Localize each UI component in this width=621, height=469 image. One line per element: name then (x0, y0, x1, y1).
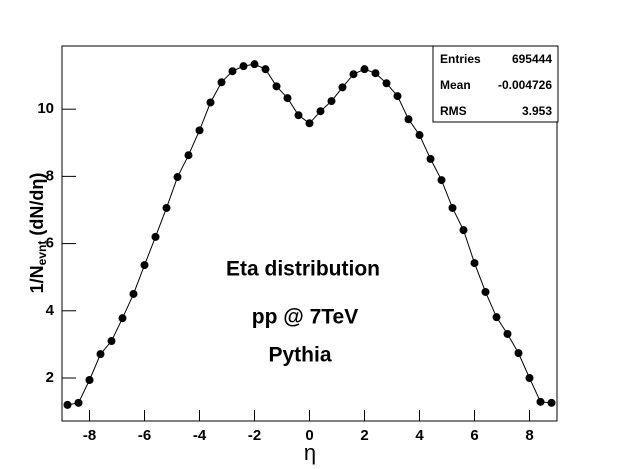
y-tick-label: 2 (46, 369, 54, 386)
marker (140, 261, 149, 270)
stats-value: 3.953 (522, 104, 552, 118)
marker (118, 314, 127, 323)
annotation: Eta distribution (226, 258, 380, 281)
marker (349, 70, 358, 79)
stats-value: -0.004726 (498, 78, 552, 92)
x-tick-label: 6 (470, 427, 478, 444)
marker (206, 98, 215, 107)
marker (239, 62, 248, 71)
x-axis-label: η (304, 440, 316, 465)
y-tick-label: 4 (46, 302, 55, 319)
marker (250, 60, 259, 69)
stats-label: Entries (440, 52, 481, 66)
marker (272, 82, 281, 91)
marker (437, 176, 446, 185)
marker (514, 349, 523, 358)
marker (294, 111, 303, 120)
stats-label: RMS (440, 104, 467, 118)
marker (96, 350, 105, 359)
y-tick-label: 6 (46, 235, 54, 252)
marker (74, 398, 83, 407)
x-tick-label: -8 (83, 427, 96, 444)
marker (261, 65, 270, 74)
marker (525, 373, 534, 382)
y-label-main: 1/N (27, 265, 47, 293)
marker (107, 337, 116, 346)
x-tick-label: 4 (415, 427, 424, 444)
y-label-sub: evnt (35, 241, 49, 266)
marker (492, 313, 501, 322)
marker (503, 329, 512, 338)
stats-label: Mean (440, 78, 471, 92)
marker (184, 151, 193, 160)
y-axis-label: 1/Nevnt (dN/dη) (27, 173, 49, 294)
marker (547, 398, 556, 407)
marker (283, 94, 292, 103)
marker (448, 203, 457, 212)
marker (217, 78, 226, 87)
x-tick-label: -4 (193, 427, 207, 444)
marker (151, 232, 160, 241)
y-label-rest: (dN/dη) (27, 173, 47, 241)
marker (316, 107, 325, 116)
x-tick-label: 0 (305, 427, 313, 444)
marker (536, 397, 545, 406)
marker (305, 119, 314, 128)
marker (481, 287, 490, 296)
marker (459, 226, 468, 235)
marker (85, 376, 94, 385)
marker (338, 83, 347, 92)
x-tick-label: 2 (360, 427, 368, 444)
marker (63, 400, 72, 409)
marker (393, 92, 402, 101)
marker (162, 203, 171, 212)
annotation: Pythia (268, 344, 331, 367)
x-tick-label: 8 (525, 427, 533, 444)
marker (404, 115, 413, 124)
marker (129, 289, 138, 298)
y-tick-label: 10 (37, 100, 54, 117)
marker (228, 67, 237, 76)
annotation: pp @ 7TeV (252, 306, 358, 329)
marker (327, 97, 336, 106)
marker (426, 154, 435, 163)
marker (360, 65, 369, 74)
x-tick-label: -2 (248, 427, 261, 444)
marker (415, 131, 424, 140)
marker (195, 126, 204, 135)
marker (470, 259, 479, 268)
marker (382, 79, 391, 88)
stats-box (432, 45, 559, 123)
stats-value: 695444 (512, 52, 552, 66)
x-tick-label: -6 (138, 427, 151, 444)
marker (371, 69, 380, 78)
marker (173, 173, 182, 182)
y-tick-label: 8 (46, 167, 54, 184)
